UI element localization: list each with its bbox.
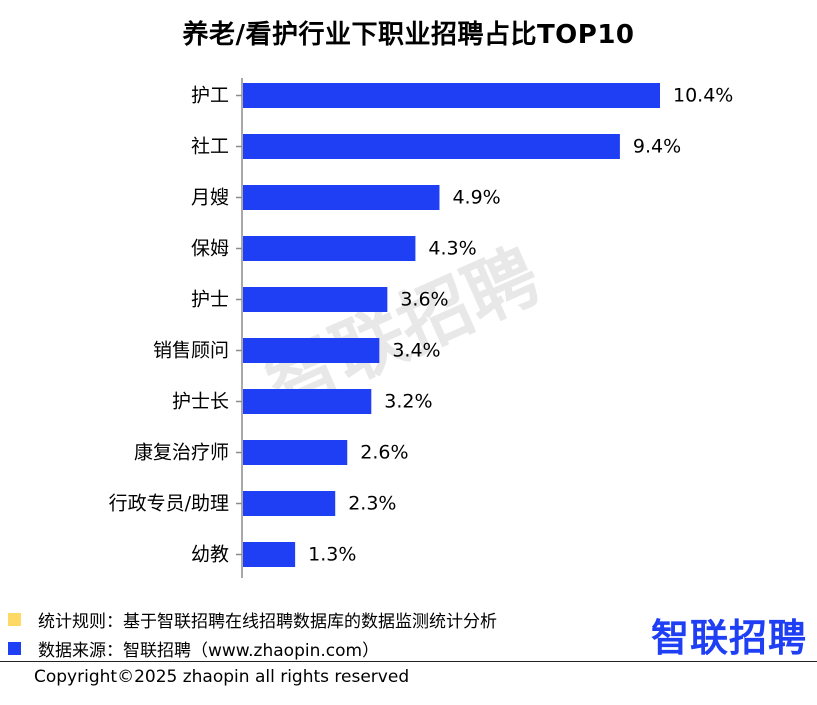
source-swatch-icon	[8, 642, 21, 655]
footer-source-row: 数据来源：智联招聘（www.zhaopin.com）	[8, 636, 379, 661]
value-label-9: 1.3%	[308, 544, 356, 566]
bar-1	[243, 134, 620, 159]
brand-logo: 智联招聘	[650, 616, 807, 660]
value-label-6: 3.2%	[384, 391, 432, 413]
bar-7	[243, 440, 348, 465]
bar-2	[243, 185, 440, 210]
bar-9	[243, 542, 296, 567]
chart-title: 养老/看护行业下职业招聘占比TOP10	[182, 20, 635, 50]
copyright-text: Copyright©2025 zhaopin all rights reserv…	[34, 667, 410, 687]
category-label-4: 护士	[191, 289, 229, 311]
bar-3	[243, 236, 416, 261]
bar-8	[243, 491, 336, 516]
value-label-1: 9.4%	[633, 136, 681, 158]
category-label-0: 护工	[191, 85, 229, 107]
value-label-5: 3.4%	[392, 340, 440, 362]
footer-rule-text: 统计规则：基于智联招聘在线招聘数据库的数据监测统计分析	[38, 612, 497, 632]
category-label-9: 幼教	[191, 544, 229, 566]
category-label-2: 月嫂	[191, 187, 229, 209]
category-label-7: 康复治疗师	[134, 442, 229, 464]
value-label-4: 3.6%	[400, 289, 448, 311]
bar-0	[243, 83, 660, 108]
category-label-8: 行政专员/助理	[109, 493, 229, 515]
bar-6	[243, 389, 372, 414]
bar-5	[243, 338, 380, 363]
value-label-2: 4.9%	[452, 187, 500, 209]
category-label-5: 销售顾问	[153, 340, 229, 362]
footer-divider	[0, 661, 817, 662]
value-label-7: 2.6%	[360, 442, 408, 464]
bar-chart: 智联招聘 10.4%9.4%4.9%4.3%3.6%3.4%3.2%2.6%2.…	[109, 78, 733, 578]
value-label-3: 4.3%	[428, 238, 476, 260]
category-label-3: 保姆	[191, 238, 229, 260]
value-label-0: 10.4%	[673, 85, 733, 107]
footer-source-text: 数据来源：智联招聘（www.zhaopin.com）	[38, 641, 380, 661]
bars-layer: 10.4% 9.4% 4.9% 4.3% 3.6% 3.4% 3.2% 2.6% 2.3% 1.3…	[243, 83, 733, 567]
footer-rule-row: 统计规则：基于智联招聘在线招聘数据库的数据监测统计分析	[8, 607, 497, 632]
bar-4	[243, 287, 388, 312]
category-label-6: 护士长	[172, 391, 229, 413]
rule-swatch-icon	[8, 613, 21, 626]
value-label-8: 2.3%	[348, 493, 396, 515]
category-label-1: 社工	[191, 136, 229, 158]
